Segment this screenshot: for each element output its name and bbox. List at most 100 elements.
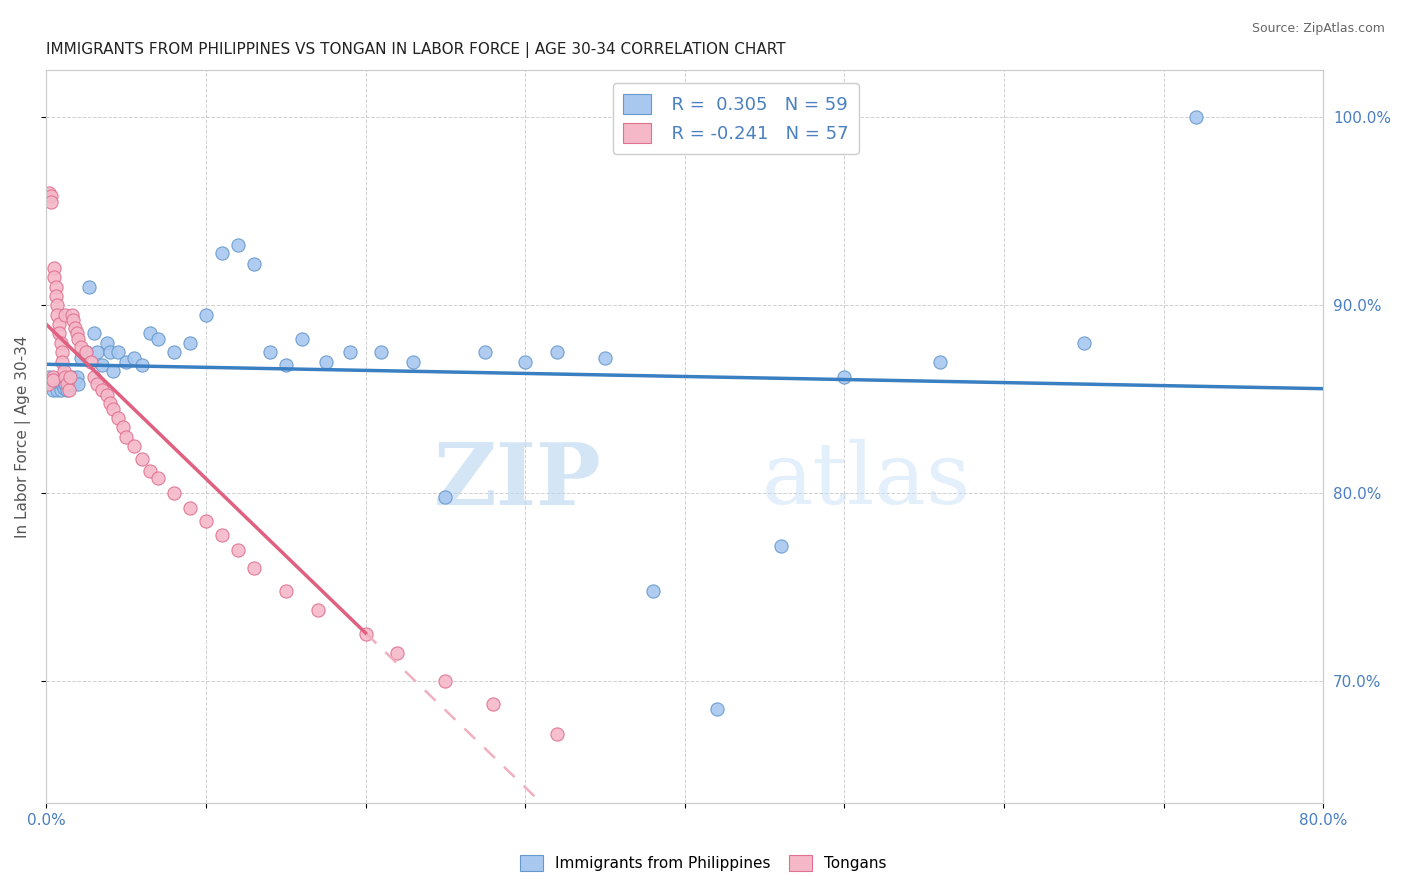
- Point: [211, 527, 233, 541]
- Point: [38, 186, 60, 200]
- Point: [146, 471, 169, 485]
- Point: [55, 308, 77, 322]
- Point: [434, 674, 457, 689]
- Point: [98, 396, 121, 410]
- Point: [641, 583, 664, 598]
- Point: [49, 383, 72, 397]
- Legend:   R =  0.305   N = 59,   R = -0.241   N = 57: R = 0.305 N = 59, R = -0.241 N = 57: [613, 83, 859, 153]
- Point: [111, 420, 134, 434]
- Point: [96, 335, 118, 350]
- Point: [91, 383, 114, 397]
- Point: [339, 345, 361, 359]
- Point: [474, 345, 496, 359]
- Point: [45, 377, 67, 392]
- Point: [58, 377, 80, 392]
- Point: [62, 377, 84, 392]
- Point: [41, 383, 63, 397]
- Point: [44, 270, 66, 285]
- Text: IMMIGRANTS FROM PHILIPPINES VS TONGAN IN LABOR FORCE | AGE 30-34 CORRELATION CHA: IMMIGRANTS FROM PHILIPPINES VS TONGAN IN…: [46, 42, 786, 58]
- Point: [259, 345, 281, 359]
- Point: [70, 340, 93, 354]
- Point: [58, 383, 80, 397]
- Point: [45, 289, 67, 303]
- Point: [307, 603, 329, 617]
- Point: [515, 354, 537, 368]
- Point: [194, 515, 217, 529]
- Point: [226, 238, 249, 252]
- Point: [51, 377, 73, 392]
- Point: [41, 374, 63, 388]
- Point: [274, 359, 297, 373]
- Point: [546, 345, 568, 359]
- Point: [41, 369, 63, 384]
- Text: Source: ZipAtlas.com: Source: ZipAtlas.com: [1251, 22, 1385, 36]
- Point: [122, 439, 145, 453]
- Point: [115, 430, 138, 444]
- Point: [354, 627, 377, 641]
- Point: [63, 321, 86, 335]
- Point: [122, 351, 145, 365]
- Legend: Immigrants from Philippines, Tongans: Immigrants from Philippines, Tongans: [513, 849, 893, 877]
- Point: [39, 194, 62, 209]
- Point: [55, 377, 77, 392]
- Point: [546, 727, 568, 741]
- Point: [52, 364, 75, 378]
- Text: ZIP: ZIP: [434, 439, 602, 523]
- Point: [115, 354, 138, 368]
- Point: [1184, 111, 1206, 125]
- Point: [49, 335, 72, 350]
- Point: [194, 308, 217, 322]
- Point: [46, 298, 69, 312]
- Point: [315, 354, 337, 368]
- Point: [211, 245, 233, 260]
- Point: [63, 374, 86, 388]
- Point: [131, 359, 153, 373]
- Point: [55, 369, 77, 384]
- Point: [79, 279, 101, 293]
- Y-axis label: In Labor Force | Age 30-34: In Labor Force | Age 30-34: [15, 335, 31, 538]
- Point: [83, 326, 105, 341]
- Point: [1073, 335, 1095, 350]
- Point: [434, 490, 457, 504]
- Point: [75, 345, 97, 359]
- Point: [51, 345, 73, 359]
- Point: [48, 317, 70, 331]
- Point: [103, 364, 125, 378]
- Point: [929, 354, 952, 368]
- Point: [98, 345, 121, 359]
- Point: [103, 401, 125, 416]
- Point: [107, 411, 129, 425]
- Point: [402, 354, 425, 368]
- Point: [139, 326, 162, 341]
- Point: [44, 260, 66, 275]
- Point: [107, 345, 129, 359]
- Point: [70, 351, 93, 365]
- Point: [62, 313, 84, 327]
- Point: [59, 374, 82, 388]
- Point: [60, 369, 83, 384]
- Point: [44, 374, 66, 388]
- Point: [243, 257, 266, 271]
- Point: [370, 345, 392, 359]
- Point: [80, 354, 103, 368]
- Point: [139, 464, 162, 478]
- Point: [67, 377, 90, 392]
- Point: [60, 308, 83, 322]
- Point: [146, 332, 169, 346]
- Point: [38, 369, 60, 384]
- Point: [46, 308, 69, 322]
- Point: [75, 345, 97, 359]
- Point: [51, 354, 73, 368]
- Point: [274, 583, 297, 598]
- Point: [67, 332, 90, 346]
- Point: [86, 377, 108, 392]
- Point: [706, 702, 728, 716]
- Point: [769, 539, 792, 553]
- Point: [46, 383, 69, 397]
- Point: [482, 697, 505, 711]
- Point: [226, 542, 249, 557]
- Point: [179, 335, 201, 350]
- Point: [56, 383, 79, 397]
- Point: [45, 279, 67, 293]
- Point: [37, 377, 59, 392]
